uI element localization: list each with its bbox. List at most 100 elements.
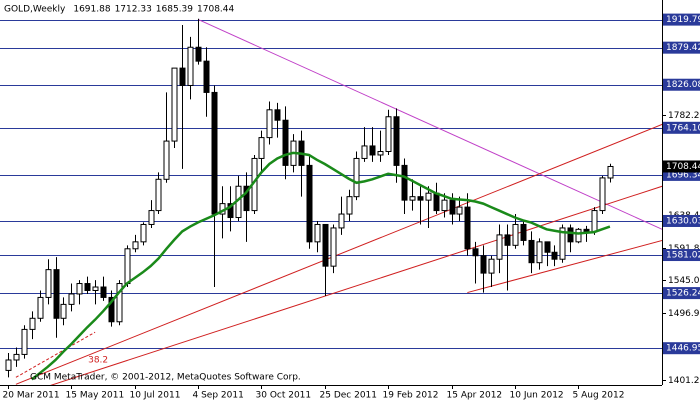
axis-labels: 1782.201638.401591.801545.001496.951401.… <box>3 13 700 401</box>
candle-body <box>45 269 52 298</box>
level-box <box>663 214 700 227</box>
candle-body <box>171 67 178 142</box>
x-tick-label: 15 Apr 2012 <box>447 391 503 401</box>
level-label: 1630.03 <box>666 216 700 226</box>
candle-body <box>306 164 313 243</box>
title-value: 1691.88 <box>73 5 110 15</box>
candle-body <box>92 286 99 291</box>
x-tick-label: 15 May 2011 <box>66 391 125 401</box>
level-label: 1764.10 <box>666 123 700 133</box>
candle-body <box>274 109 281 121</box>
last-price-box <box>663 160 700 173</box>
title-value: 1685.39 <box>156 5 193 15</box>
candle-body <box>496 234 503 260</box>
x-tick-label: 4 Sep 2011 <box>193 391 244 401</box>
candle-body <box>433 192 440 212</box>
level-label: 1446.95 <box>666 344 700 354</box>
candle-body <box>346 196 353 215</box>
y-tick-label: 1591.80 <box>668 244 700 254</box>
candle-body <box>425 192 432 201</box>
level-label: 1919.79 <box>666 15 700 25</box>
trend-line <box>197 19 662 230</box>
candle-body <box>536 241 543 264</box>
candle-body <box>512 223 519 246</box>
candle-body <box>314 223 321 243</box>
y-tick-label: 1782.20 <box>668 111 700 121</box>
x-tick-label: 10 Jun 2012 <box>510 391 564 401</box>
candle-body <box>583 228 590 232</box>
trend-line <box>467 239 662 294</box>
candle-body <box>520 223 527 241</box>
candle-body <box>148 210 155 225</box>
x-tick-label: 20 Mar 2011 <box>3 391 60 401</box>
candle-body <box>544 241 551 253</box>
candle-body <box>409 196 416 201</box>
candle-body <box>361 145 368 159</box>
trend-line <box>50 185 662 385</box>
candle-body <box>385 116 392 152</box>
candle-body <box>441 199 448 212</box>
y-tick-label: 1401.20 <box>668 376 700 386</box>
y-tick-label: 1545.00 <box>668 276 700 286</box>
candle-body <box>559 227 566 260</box>
candle-body <box>472 248 479 257</box>
candle-body <box>108 296 115 323</box>
candle-body <box>21 328 28 355</box>
x-tick-label: 10 Jul 2011 <box>130 391 181 401</box>
level-label: 1581.02 <box>666 251 700 261</box>
candle-body <box>322 223 329 267</box>
candle-body <box>528 239 535 264</box>
candle-body <box>338 213 345 229</box>
x-tick-label: 25 Dec 2011 <box>320 391 378 401</box>
candle-body <box>84 283 91 291</box>
candle-body <box>76 283 83 295</box>
x-tick-label: 30 Oct 2011 <box>256 391 312 401</box>
candle-body <box>140 223 147 243</box>
chart-title: GOLD,Weekly <box>4 5 66 15</box>
level-label: 1879.42 <box>666 43 700 53</box>
candle-body <box>607 165 614 179</box>
level-box <box>663 78 700 91</box>
moving-average <box>30 151 611 381</box>
candle-body <box>417 196 424 201</box>
candle-body <box>60 303 67 319</box>
candle-body <box>243 185 250 212</box>
candle-body <box>100 286 107 298</box>
candle-body <box>575 228 582 243</box>
title-value: 1708.44 <box>197 5 234 15</box>
candle-body <box>393 116 400 166</box>
level-box <box>663 13 700 26</box>
candle-body <box>258 137 265 159</box>
level-box <box>663 342 700 355</box>
candle-body <box>480 255 487 274</box>
candle-body <box>155 178 162 212</box>
candle-body <box>179 67 186 86</box>
candle-body <box>353 157 360 198</box>
candle-body <box>282 119 289 166</box>
candle-body <box>195 46 202 62</box>
candle-body <box>124 248 131 285</box>
candle-body <box>551 251 558 260</box>
x-tick-label: 19 Feb 2012 <box>383 391 439 401</box>
candle-body <box>13 353 20 361</box>
x-tick-label: 5 Aug 2012 <box>573 391 625 401</box>
candle-body <box>5 359 12 371</box>
level-box <box>663 121 700 134</box>
candle-body <box>567 227 574 243</box>
candle-body <box>211 91 218 215</box>
candle-body <box>187 46 194 86</box>
copyright: GCM MetaTrader, © 2001-2012, MetaQuotes … <box>30 373 301 383</box>
y-tick-label: 1496.95 <box>668 309 700 319</box>
candle-body <box>163 140 170 180</box>
level-label: 1696.34 <box>666 170 700 180</box>
candle-body <box>488 258 495 274</box>
candle-body <box>266 109 273 139</box>
level-box <box>663 41 700 54</box>
candle-body <box>53 269 60 319</box>
candle-body <box>401 164 408 201</box>
plot-area: 38.2 <box>0 18 662 385</box>
fib-label: 38.2 <box>88 356 108 366</box>
candle-body <box>116 283 123 323</box>
title-value: 1712.33 <box>115 5 152 15</box>
